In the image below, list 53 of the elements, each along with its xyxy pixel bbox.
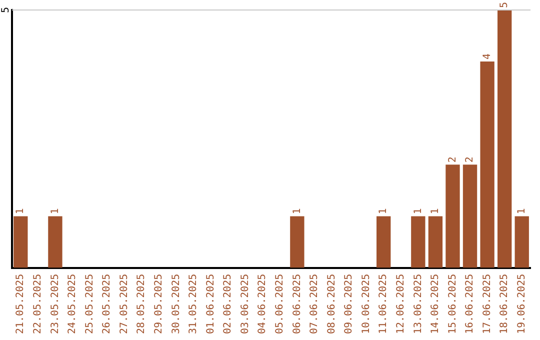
data-label: 1 [412,208,424,214]
x-tick-label: 01.06.2025 [205,274,216,334]
x-tick-label: 29.05.2025 [154,274,165,334]
data-label: 2 [447,156,458,163]
x-tick-label: 30.05.2025 [170,274,182,334]
data-label: 2 [464,156,476,163]
x-tick-label: 09.06.2025 [344,274,355,334]
x-tick-label: 05.06.2025 [274,274,286,334]
x-tick-label: 04.06.2025 [257,274,268,334]
x-tick-label: 18.06.2025 [499,274,510,334]
bar [514,216,529,268]
x-tick-label: 28.05.2025 [136,274,148,334]
data-label: 1 [15,208,26,214]
data-label: 1 [430,208,442,214]
bar [462,164,478,268]
x-tick-label: 02.06.2025 [222,274,234,334]
bar [480,62,494,268]
bar [446,164,460,268]
data-label: 1 [292,208,303,214]
x-tick-label: 13.06.2025 [412,274,424,334]
x-tick-label: 25.05.2025 [84,274,96,334]
x-tick-label: 19.06.2025 [516,274,528,334]
x-tick-label: 27.05.2025 [118,274,130,334]
x-tick-label: 24.05.2025 [67,274,78,334]
bar [14,216,28,268]
bar [376,216,391,268]
x-tick-label: 14.06.2025 [430,274,442,334]
x-tick-label: 26.05.2025 [102,274,113,334]
x-tick-label: 21.05.2025 [15,274,26,334]
x-tick-label: 15.06.2025 [447,274,458,334]
x-tick-label: 11.06.2025 [378,274,390,334]
x-tick-label: 03.06.2025 [240,274,251,334]
bar [290,216,304,268]
bar [428,216,443,268]
x-tick-label: 10.06.2025 [360,274,372,334]
x-tick-label: 23.05.2025 [50,274,61,334]
x-tick-label: 31.05.2025 [188,274,200,334]
data-label: 1 [50,208,61,214]
data-label: 5 [499,2,510,8]
bar [48,216,62,268]
data-label: 4 [482,54,493,60]
x-tick-label: 12.06.2025 [395,274,406,334]
x-tick-label: 07.06.2025 [309,274,320,334]
x-tick-label: 06.06.2025 [292,274,303,334]
x-tick-label: 22.05.2025 [32,274,44,334]
bar [497,10,512,268]
ref-line-label: 5 [0,6,12,14]
x-tick-label: 17.06.2025 [482,274,493,334]
bar [411,216,426,268]
data-label: 1 [516,208,528,214]
x-tick-label: 16.06.2025 [464,274,476,334]
x-tick-label: 08.06.2025 [326,274,338,334]
data-label: 1 [378,208,390,214]
